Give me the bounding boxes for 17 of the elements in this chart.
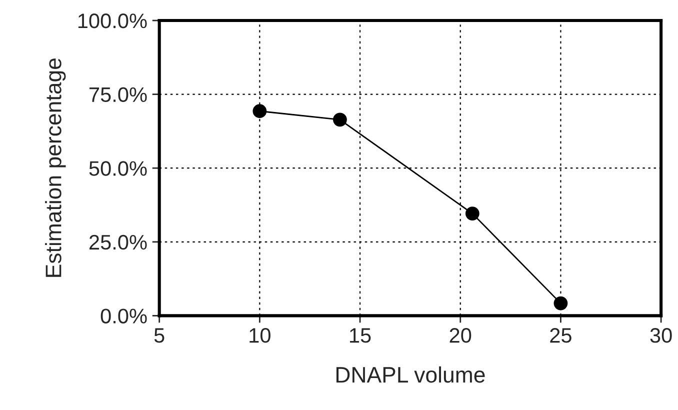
y-tick-label: 50.0% — [89, 161, 147, 176]
x-tick-label: 15 — [350, 328, 371, 343]
x-tick-label: 30 — [650, 328, 672, 343]
y-tick-label: 25.0% — [90, 234, 147, 250]
x-axis-title: DNAPL volume — [336, 366, 485, 383]
x-tick-label: 5 — [154, 328, 164, 343]
point — [252, 104, 267, 118]
point — [465, 206, 480, 221]
x-tick-label: 10 — [250, 328, 270, 343]
y-axis-title: Estimation percentage — [45, 58, 66, 277]
y-tick-label: 100.0% — [78, 14, 147, 28]
x-tick-label: 25 — [550, 328, 572, 343]
y-tick-label: 0.0% — [100, 308, 147, 324]
point — [554, 296, 568, 310]
x-tick-label: 20 — [450, 328, 472, 343]
y-tick-label: 75.0% — [90, 87, 147, 102]
point — [333, 112, 347, 127]
